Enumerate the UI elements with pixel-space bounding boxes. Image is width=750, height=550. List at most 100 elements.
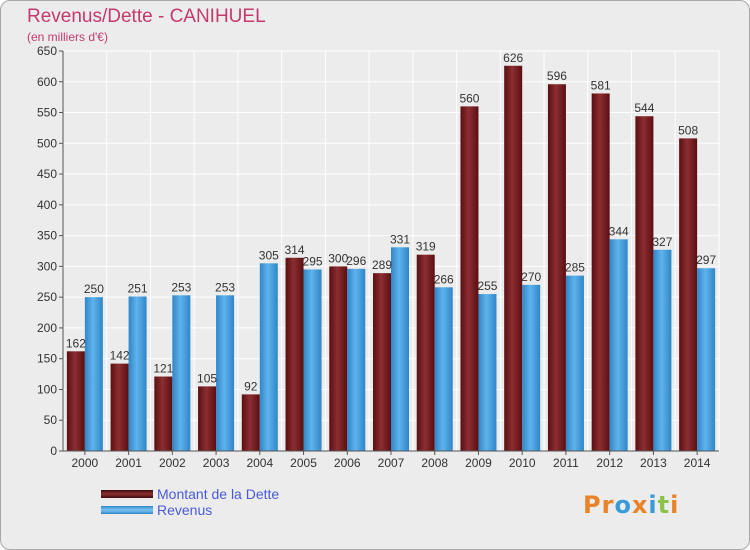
- bar-revenue-2003: [216, 295, 235, 451]
- x-tick-label-2008: 2008: [421, 456, 448, 470]
- bar-revenue-2006: [347, 268, 366, 451]
- y-tick-label: 650: [37, 44, 57, 58]
- logo-letter: P: [583, 491, 602, 519]
- bar-debt-2008: [416, 254, 435, 451]
- data-label-debt-2008: 319: [416, 240, 436, 254]
- x-tick-label-2010: 2010: [509, 456, 536, 470]
- data-label-debt-2006: 300: [328, 251, 348, 265]
- bar-debt-2002: [154, 376, 173, 451]
- bar-revenue-2000: [84, 297, 103, 451]
- data-label-revenue-2013: 327: [652, 235, 672, 249]
- legend-swatch-revenue: [101, 506, 153, 514]
- data-label-revenue-2009: 255: [477, 279, 497, 293]
- data-label-debt-2013: 544: [634, 101, 654, 115]
- bar-debt-2010: [504, 65, 523, 452]
- data-label-debt-2007: 289: [372, 258, 392, 272]
- bar-debt-2001: [110, 363, 129, 451]
- axis-layer: [59, 50, 719, 455]
- bar-revenue-2009: [478, 294, 497, 451]
- bar-debt-2004: [241, 394, 260, 451]
- labels-layer: 0 50 100 150 200 250 300 350 400 450 500 550 600 650 1…: [37, 44, 716, 470]
- x-tick-label-2014: 2014: [684, 456, 711, 470]
- data-label-debt-2004: 92: [244, 379, 258, 393]
- bar-debt-2014: [679, 138, 698, 451]
- chart-subtitle: (en milliers d'€): [27, 30, 108, 44]
- logo-letter: t: [657, 491, 671, 519]
- y-tick-label: 550: [37, 106, 57, 120]
- bar-debt-2006: [329, 266, 348, 451]
- bar-revenue-2004: [259, 263, 278, 451]
- data-label-debt-2003: 105: [197, 371, 217, 385]
- data-label-revenue-2001: 251: [128, 282, 148, 296]
- data-label-debt-2002: 121: [153, 362, 173, 376]
- x-tick-label-2006: 2006: [334, 456, 361, 470]
- bar-revenue-2002: [172, 295, 191, 451]
- bar-revenue-2012: [609, 239, 628, 451]
- data-label-debt-2012: 581: [591, 78, 611, 92]
- y-tick-label: 0: [50, 444, 57, 458]
- x-tick-label-2012: 2012: [596, 456, 623, 470]
- legend-label-debt: Montant de la Dette: [157, 486, 280, 502]
- data-label-revenue-2006: 296: [346, 254, 366, 268]
- y-tick-label: 300: [37, 259, 57, 273]
- x-tick-label-2001: 2001: [115, 456, 142, 470]
- x-tick-label-2007: 2007: [378, 456, 405, 470]
- bar-revenue-2011: [565, 275, 584, 451]
- x-tick-label-2009: 2009: [465, 456, 492, 470]
- x-tick-label-2003: 2003: [203, 456, 230, 470]
- bar-revenue-2010: [522, 284, 541, 451]
- data-label-revenue-2007: 331: [390, 232, 410, 246]
- data-label-revenue-2000: 250: [84, 282, 104, 296]
- data-label-revenue-2012: 344: [609, 224, 629, 238]
- data-label-revenue-2008: 266: [434, 272, 454, 286]
- bar-debt-2011: [547, 84, 566, 451]
- x-tick-label-2011: 2011: [553, 456, 579, 470]
- y-tick-label: 450: [37, 167, 57, 181]
- bar-revenue-2008: [434, 287, 453, 451]
- legend-label-revenue: Revenus: [157, 502, 213, 518]
- y-tick-label: 200: [37, 321, 57, 335]
- x-tick-label-2002: 2002: [159, 456, 186, 470]
- y-tick-label: 500: [37, 136, 57, 150]
- y-tick-label: 600: [37, 75, 57, 89]
- x-tick-label-2000: 2000: [72, 456, 99, 470]
- logo-letter: r: [601, 491, 615, 519]
- logo-letter: x: [631, 491, 649, 519]
- bar-revenue-2005: [303, 269, 322, 451]
- logo-letter: o: [614, 491, 632, 519]
- chart-title: Revenus/Dette - CANIHUEL: [27, 6, 266, 27]
- data-label-debt-2014: 508: [678, 123, 698, 137]
- bar-debt-2005: [285, 257, 304, 451]
- logo-letter: i: [648, 491, 658, 519]
- data-label-revenue-2004: 305: [259, 248, 279, 262]
- bar-debt-2013: [635, 116, 654, 451]
- logo-letter: i: [670, 491, 680, 519]
- y-tick-label: 100: [37, 382, 57, 396]
- data-label-revenue-2010: 270: [521, 270, 541, 284]
- y-tick-label: 150: [37, 352, 57, 366]
- bar-debt-2012: [591, 93, 610, 451]
- bar-revenue-2014: [697, 268, 716, 451]
- bar-debt-2007: [373, 273, 391, 451]
- data-label-debt-2000: 162: [66, 336, 86, 350]
- y-tick-label: 250: [37, 290, 57, 304]
- bar-chart: 0 50 100 150 200 250 300 350 400 450 500 550 600 650 1…: [37, 44, 720, 470]
- data-label-debt-2010: 626: [503, 51, 523, 65]
- x-tick-label-2013: 2013: [640, 456, 667, 470]
- bars-layer: [66, 65, 716, 452]
- x-tick-label-2004: 2004: [246, 456, 273, 470]
- proxiti-logo: Proxiti: [583, 491, 679, 519]
- bar-revenue-2013: [653, 249, 672, 451]
- data-label-debt-2009: 560: [459, 91, 479, 105]
- bar-revenue-2001: [128, 296, 147, 451]
- y-tick-label: 350: [37, 229, 57, 243]
- data-label-debt-2011: 596: [547, 69, 567, 83]
- bar-debt-2000: [66, 351, 85, 451]
- y-tick-label: 50: [44, 413, 58, 427]
- data-label-debt-2005: 314: [285, 243, 305, 257]
- bar-debt-2009: [460, 106, 479, 451]
- data-label-debt-2001: 142: [110, 349, 130, 363]
- data-label-revenue-2005: 295: [303, 254, 323, 268]
- data-label-revenue-2011: 285: [565, 261, 585, 275]
